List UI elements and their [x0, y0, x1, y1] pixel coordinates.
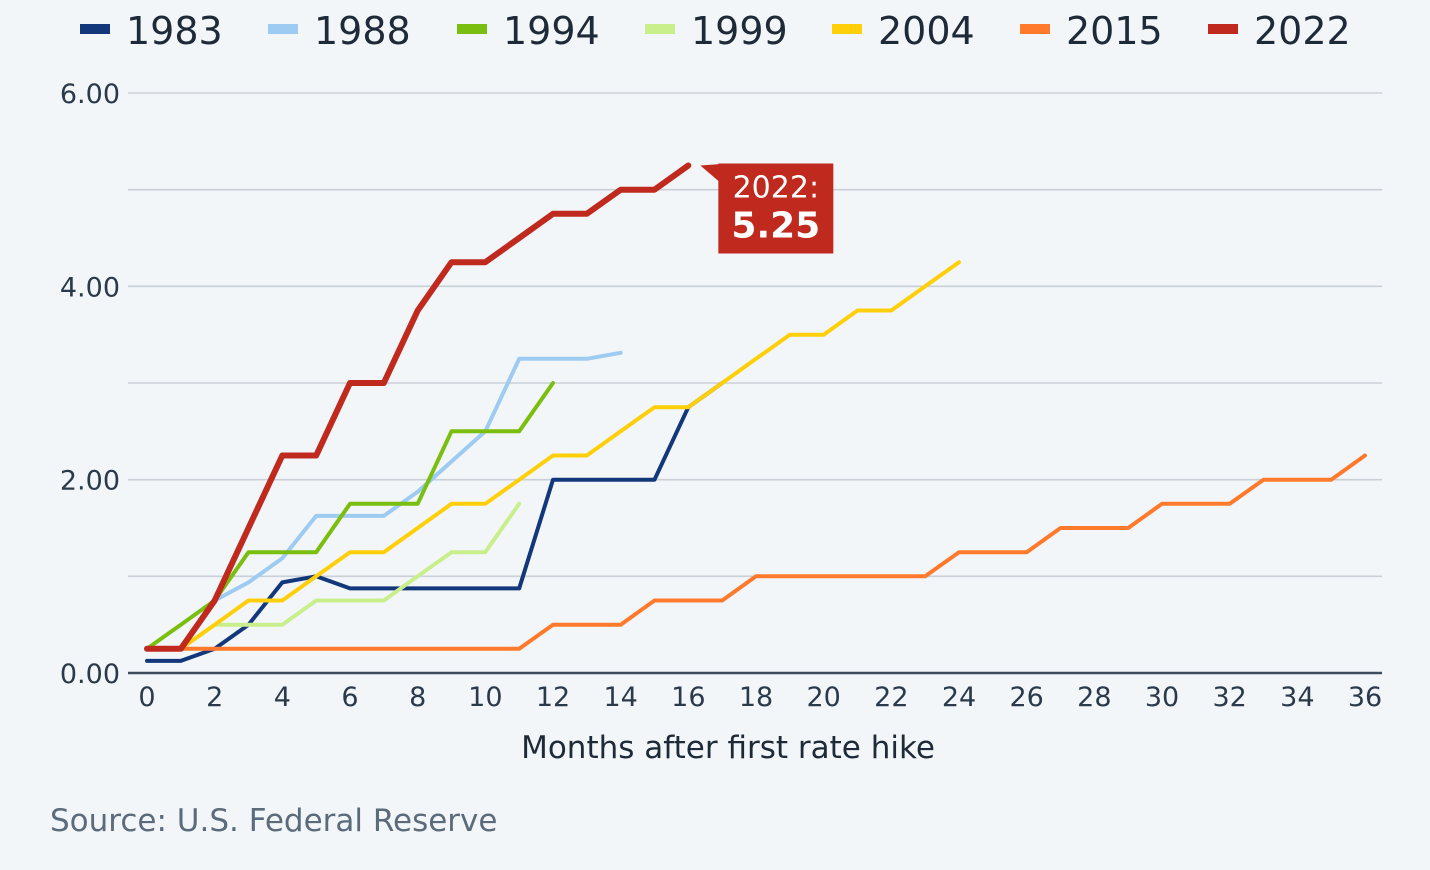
callout-box [718, 163, 834, 254]
legend-item-2015: 2015 [1020, 9, 1163, 53]
legend-item-1983: 1983 [80, 9, 223, 53]
callout-label: 2022: [733, 171, 819, 206]
legend-item-2022: 2022 [1208, 9, 1351, 53]
legend-item-1999: 1999 [645, 9, 788, 53]
x-tick-label: 24 [942, 682, 976, 713]
legend-swatch [80, 24, 110, 34]
legend-item-2004: 2004 [832, 9, 975, 53]
x-tick-label: 2 [206, 682, 223, 713]
x-tick-label: 26 [1009, 682, 1043, 713]
x-axis-title: Months after first rate hike [521, 730, 935, 766]
y-tick-label: 6.00 [60, 79, 120, 110]
legend-swatch [832, 24, 862, 34]
series-line-2015 [145, 453, 1367, 651]
legend-label: 1988 [314, 9, 411, 53]
series-line-1983 [145, 381, 725, 663]
x-tick-label: 18 [739, 682, 773, 713]
series-line-1988 [145, 350, 623, 651]
x-tick-label: 28 [1077, 682, 1111, 713]
series-lines [144, 162, 1367, 663]
x-tick-label: 16 [671, 682, 705, 713]
legend-swatch [645, 24, 675, 34]
legend-item-1994: 1994 [457, 9, 600, 53]
x-tick-label: 10 [468, 682, 502, 713]
legend-swatch [457, 24, 487, 34]
x-tick-label: 6 [341, 682, 358, 713]
legend-label: 2015 [1066, 9, 1163, 53]
legend-label: 2022 [1254, 9, 1351, 53]
legend-item-1988: 1988 [268, 9, 411, 53]
x-tick-label: 20 [806, 682, 840, 713]
legend-label: 1999 [691, 9, 788, 53]
legend-swatch [1208, 24, 1238, 34]
x-tick-label: 14 [603, 682, 637, 713]
legend-swatch [268, 24, 298, 34]
x-tick-label: 8 [409, 682, 426, 713]
legend-swatch [1020, 24, 1050, 34]
x-tick-label: 0 [138, 682, 155, 713]
series-line-2004 [145, 260, 961, 651]
source-note: Source: U.S. Federal Reserve [50, 803, 497, 839]
y-tick-label: 0.00 [60, 659, 120, 690]
legend-label: 2004 [878, 9, 975, 53]
y-tick-label: 2.00 [60, 466, 120, 497]
callout-annotations: 2022:5.25 [700, 163, 834, 254]
legend-label: 1994 [503, 9, 600, 53]
series-line-2022 [144, 162, 692, 652]
x-tick-label: 32 [1212, 682, 1246, 713]
y-tick-label: 4.00 [60, 272, 120, 303]
x-tick-label: 30 [1145, 682, 1179, 713]
x-tick-label: 12 [536, 682, 570, 713]
x-tick-label: 36 [1348, 682, 1382, 713]
x-tick-label: 34 [1280, 682, 1314, 713]
y-axis-ticks: 0.00 2.00 4.00 6.00 [60, 79, 120, 690]
legend: 1983 1988 1994 1999 2004 2015 2022 [80, 9, 1351, 53]
callout-value: 5.25 [731, 206, 820, 247]
x-axis-ticks: 0 2 4 6 8 10 12 14 16 18 20 22 24 26 28 30 32 34 36 [138, 682, 1382, 713]
x-tick-label: 22 [874, 682, 908, 713]
callout-2022: 2022:5.25 [700, 163, 834, 254]
x-tick-label: 4 [274, 682, 291, 713]
legend-label: 1983 [126, 9, 223, 53]
